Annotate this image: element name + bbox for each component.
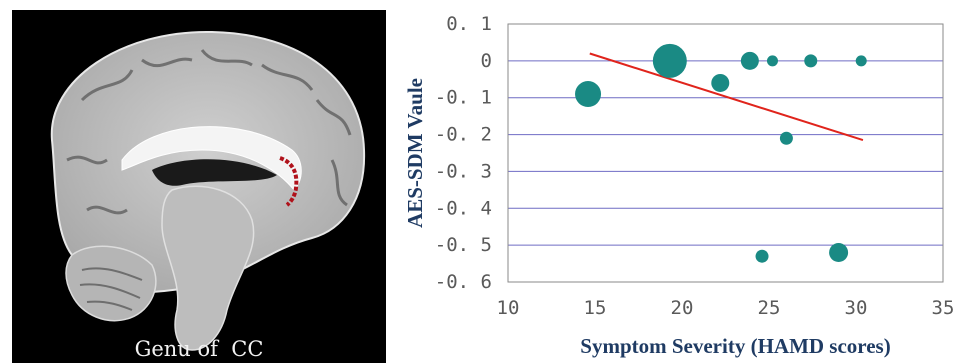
y-tick-label: 0 [481,50,492,72]
brain-illustration [50,30,366,351]
x-tick-label: 10 [497,297,520,319]
data-point [804,54,818,68]
brainstem [161,185,255,351]
x-tick-label: 30 [845,297,868,319]
data-point [652,43,687,78]
x-tick-label: 20 [671,297,694,319]
data-point [575,81,602,108]
y-tick-label: -0. 1 [435,87,492,109]
ventricle [152,159,277,186]
data-point [766,55,778,67]
data-point [855,55,867,67]
cerebellum-folia [79,267,143,311]
x-tick-labels: 10 15 20 25 30 35 [497,297,955,319]
y-tick-label: -0. 2 [435,124,492,146]
genu-highlight [279,156,299,207]
brain-caption: Genu of CC [134,337,264,361]
y-tick-label: 0. 1 [446,13,492,35]
x-tick-label: 15 [584,297,607,319]
data-points [575,43,867,263]
y-tick-label: -0. 4 [435,197,492,219]
cerebellum [65,245,157,322]
scatter-plot: 0. 1 0 -0. 1 -0. 2 -0. 3 -0. 4 -0. 5 -0. 6 10 15… [403,13,955,358]
data-point [829,243,849,263]
y-tick-labels: 0. 1 0 -0. 1 -0. 2 -0. 3 -0. 4 -0. 5 -0. 6 [435,13,492,293]
data-point [755,249,769,263]
y-tick-label: -0. 3 [435,160,492,182]
data-point [779,131,793,145]
data-point [740,51,759,70]
plot-frame [507,23,944,283]
trend-line [589,52,864,142]
y-axis-title: AES-SDM Vaule [403,78,427,228]
x-tick-label: 35 [932,297,955,319]
y-tick-label: -0. 5 [435,234,492,256]
data-point [711,73,730,92]
x-axis-title: Symptom Severity (HAMD scores) [580,334,890,358]
y-tick-label: -0. 6 [435,271,492,293]
brain-sagittal-image: Genu of CC [12,10,386,363]
gyri-folds [66,49,352,215]
x-tick-label: 25 [758,297,781,319]
grid-lines [508,23,943,283]
